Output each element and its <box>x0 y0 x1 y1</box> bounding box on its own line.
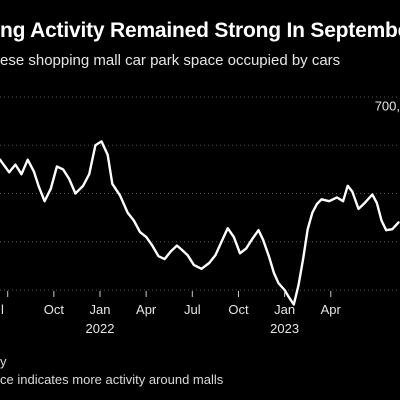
x-tick-label: Jan <box>274 302 295 317</box>
x-tick-label: Oct <box>228 302 249 317</box>
x-tick-label: Oct <box>44 302 65 317</box>
footnote-1: y <box>0 354 7 369</box>
chart-title: ng Activity Remained Strong In September <box>0 19 400 42</box>
x-year-label: 2023 <box>270 321 299 336</box>
x-tick-label: Apr <box>321 302 342 317</box>
x-axis: l Oct Jan 2022 Apr Jul Oct Jan 2023 Apr <box>1 291 342 336</box>
x-tick-label: Jan <box>90 302 111 317</box>
gridlines <box>0 96 400 291</box>
x-tick-label: Apr <box>136 302 157 317</box>
x-tick-label: Jul <box>184 302 201 317</box>
chart-subtitle: ese shopping mall car park space occupie… <box>0 52 341 69</box>
y-axis: 700, <box>375 98 400 113</box>
footnote-2: ce indicates more activity around malls <box>0 372 224 387</box>
x-year-label: 2022 <box>86 321 115 336</box>
series-line <box>0 140 400 306</box>
x-tick-label: l <box>1 302 4 317</box>
y-tick-label: 700, <box>375 98 400 113</box>
